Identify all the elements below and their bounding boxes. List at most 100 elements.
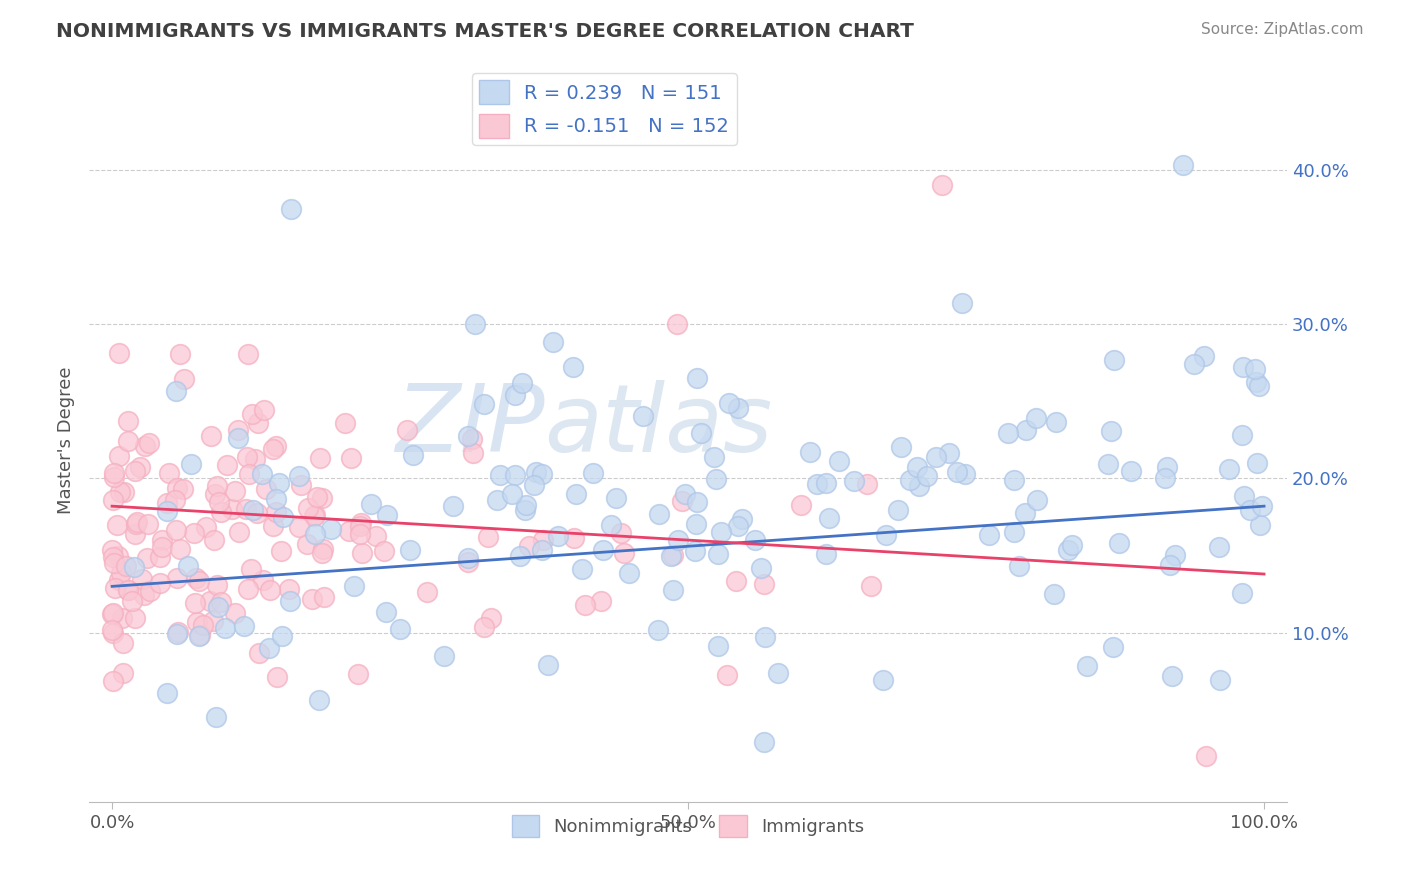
Point <box>510 376 533 390</box>
Point <box>209 505 232 519</box>
Point <box>156 504 179 518</box>
Point <box>108 574 131 588</box>
Point <box>1101 640 1123 654</box>
Point <box>157 466 180 480</box>
Point <box>709 525 731 540</box>
Point <box>205 479 228 493</box>
Point <box>1195 749 1218 764</box>
Point <box>671 494 693 508</box>
Point <box>180 457 202 471</box>
Point <box>1249 517 1271 532</box>
Point <box>592 543 614 558</box>
Point <box>744 533 766 547</box>
Point <box>187 629 209 643</box>
Point <box>1208 540 1230 554</box>
Point <box>103 556 125 570</box>
Point <box>953 467 976 482</box>
Point <box>337 524 360 538</box>
Point <box>1057 542 1080 557</box>
Point <box>264 439 287 453</box>
Point <box>295 537 318 551</box>
Point <box>537 657 560 672</box>
Point <box>564 487 586 501</box>
Point <box>188 574 211 588</box>
Point <box>266 670 288 684</box>
Point <box>950 296 973 310</box>
Point <box>752 735 775 749</box>
Point <box>1232 359 1254 374</box>
Point <box>875 528 897 542</box>
Legend: Nonimmigrants, Immigrants: Nonimmigrants, Immigrants <box>505 807 872 844</box>
Point <box>194 519 217 533</box>
Point <box>749 561 772 575</box>
Point <box>117 414 139 428</box>
Point <box>253 403 276 417</box>
Point <box>259 583 281 598</box>
Point <box>204 487 226 501</box>
Point <box>600 517 623 532</box>
Point <box>111 636 134 650</box>
Point <box>124 526 146 541</box>
Point <box>1025 411 1047 425</box>
Point <box>979 527 1001 541</box>
Point <box>374 606 396 620</box>
Point <box>541 335 564 350</box>
Point <box>267 475 290 490</box>
Point <box>486 492 509 507</box>
Point <box>1192 350 1215 364</box>
Point <box>399 543 422 558</box>
Point <box>228 431 250 445</box>
Point <box>489 467 512 482</box>
Point <box>1153 471 1175 485</box>
Point <box>509 549 531 563</box>
Point <box>165 523 187 537</box>
Point <box>1099 424 1122 438</box>
Point <box>166 571 188 585</box>
Point <box>257 640 280 655</box>
Point <box>103 466 125 480</box>
Point <box>1042 586 1064 600</box>
Point <box>173 372 195 386</box>
Point <box>129 459 152 474</box>
Point <box>207 599 229 614</box>
Point <box>477 531 499 545</box>
Point <box>443 499 465 513</box>
Point <box>1250 499 1272 513</box>
Point <box>571 562 593 576</box>
Point <box>262 518 284 533</box>
Point <box>631 409 654 423</box>
Point <box>103 470 125 484</box>
Point <box>312 541 335 556</box>
Point <box>432 648 454 663</box>
Point <box>177 558 200 573</box>
Point <box>815 547 838 561</box>
Point <box>166 624 188 639</box>
Point <box>1076 658 1098 673</box>
Point <box>280 202 302 216</box>
Point <box>208 495 231 509</box>
Point <box>156 496 179 510</box>
Point <box>818 511 841 525</box>
Point <box>1243 361 1265 376</box>
Point <box>238 467 260 481</box>
Point <box>526 466 548 480</box>
Point <box>101 607 124 621</box>
Point <box>1102 353 1125 368</box>
Point <box>373 544 395 558</box>
Point <box>619 566 641 581</box>
Point <box>204 710 226 724</box>
Point <box>1097 457 1119 471</box>
Point <box>718 396 741 410</box>
Point <box>388 622 411 636</box>
Point <box>685 370 707 384</box>
Point <box>117 583 139 598</box>
Point <box>107 549 129 563</box>
Point <box>790 498 813 512</box>
Point <box>214 621 236 635</box>
Point <box>215 458 238 473</box>
Point <box>101 673 124 688</box>
Point <box>124 516 146 531</box>
Point <box>302 509 325 524</box>
Point <box>814 475 837 490</box>
Point <box>304 508 326 523</box>
